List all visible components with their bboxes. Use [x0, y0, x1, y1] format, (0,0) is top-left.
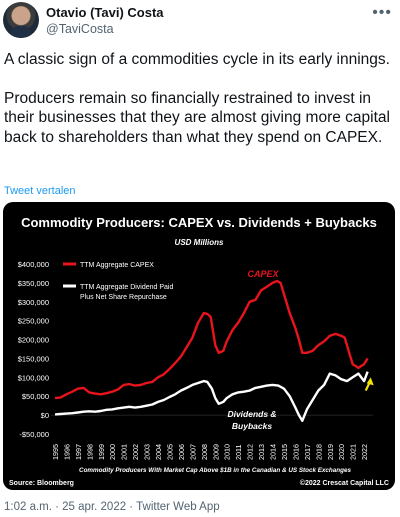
x-tick-label: 1999	[97, 444, 106, 460]
chart-source: Source: Bloomberg	[9, 480, 74, 487]
x-tick-label: 2020	[337, 444, 346, 460]
x-tick-label: 2010	[223, 444, 232, 460]
x-tick-label: 2000	[108, 444, 117, 460]
chart: Commodity Producers: CAPEX vs. Dividends…	[9, 215, 389, 487]
x-tick-label: 1998	[85, 444, 94, 460]
x-tick-label: 2013	[257, 444, 266, 460]
x-tick-label: 2022	[360, 444, 369, 460]
y-tick-label: $300,000	[18, 298, 49, 307]
chart-subtitle: USD Millions	[175, 238, 224, 247]
x-tick-label: 1997	[74, 444, 83, 460]
chart-copyright: ©2022 Crescat Capital LLC	[300, 479, 389, 487]
y-tick-label: $250,000	[18, 317, 49, 326]
y-tick-label: $150,000	[18, 354, 49, 363]
x-tick-label: 2016	[291, 444, 300, 460]
x-axis: 1995 1996 1997 1998 1999 2000 2001 2002 2003 2004…	[51, 444, 369, 460]
legend-capex-label: TTM Aggregate CAPEX	[80, 262, 154, 269]
x-tick-label: 2006	[177, 444, 186, 460]
x-tick-label: 2009	[211, 444, 220, 460]
tweet-paragraph-1: A classic sign of a commodities cycle in…	[4, 51, 390, 68]
legend: TTM Aggregate CAPEX TTM Aggregate Divide…	[63, 262, 173, 301]
translate-tweet-link[interactable]: Tweet vertalen	[4, 185, 76, 197]
x-tick-label: 1995	[51, 444, 60, 460]
more-options-icon[interactable]: •••	[372, 4, 392, 21]
x-tick-label: 2019	[326, 444, 335, 460]
author-handle[interactable]: @TaviCosta	[46, 22, 114, 36]
x-tick-label: 2005	[165, 444, 174, 460]
tweet-media-chart[interactable]: Commodity Producers: CAPEX vs. Dividends…	[3, 202, 395, 490]
y-tick-label: $50,000	[22, 392, 49, 401]
y-axis: -$50,000 $0 $50,000 $100,000 $150,000 $200,00…	[18, 260, 49, 439]
x-tick-label: 1996	[62, 444, 71, 460]
chart-footnote: Commodity Producers With Market Cap Abov…	[79, 467, 351, 474]
x-tick-label: 2011	[234, 445, 243, 460]
x-tick-label: 2003	[143, 444, 152, 460]
series-group	[54, 279, 369, 422]
dividends-annotation-line2: Buybacks	[232, 421, 272, 431]
capex-annotation: CAPEX	[247, 269, 279, 279]
yellow-arrow-icon	[364, 377, 374, 392]
y-tick-label: $0	[41, 411, 49, 420]
y-tick-label: $400,000	[18, 260, 49, 269]
y-tick-label: $100,000	[18, 373, 49, 382]
tweet-paragraph-2: Producers remain so financially restrain…	[4, 89, 390, 146]
y-tick-label: $350,000	[18, 279, 49, 288]
x-tick-label: 2001	[120, 444, 129, 460]
x-tick-label: 2012	[246, 444, 255, 460]
legend-dividends-label-line2: Plus Net Share Repurchase	[80, 294, 167, 301]
arrow-head	[366, 377, 374, 386]
dividends-annotation-line1: Dividends &	[227, 409, 276, 419]
y-tick-label: -$50,000	[19, 430, 49, 439]
legend-dividends-label-line1: TTM Aggregate Dividend Paid	[80, 284, 173, 291]
x-tick-label: 2017	[303, 444, 312, 460]
x-tick-label: 2018	[314, 444, 323, 460]
avatar[interactable]	[3, 2, 39, 38]
x-tick-label: 2008	[200, 444, 209, 460]
capex-line	[54, 279, 369, 400]
tweet-text: A classic sign of a commodities cycle in…	[4, 50, 396, 166]
tweet-timestamp[interactable]: 1:02 a.m. · 25 apr. 2022 · Twitter Web A…	[4, 501, 220, 513]
x-tick-label: 2007	[188, 444, 197, 460]
x-tick-label: 2014	[269, 444, 278, 460]
x-tick-label: 2004	[154, 444, 163, 460]
chart-title: Commodity Producers: CAPEX vs. Dividends…	[21, 215, 377, 230]
x-tick-label: 2015	[280, 444, 289, 460]
y-tick-label: $200,000	[18, 336, 49, 345]
tweet-header: Otavio (Tavi) Costa @TaviCosta •••	[0, 0, 400, 44]
dividends-buybacks-line	[54, 371, 369, 422]
x-tick-label: 2002	[131, 444, 140, 460]
author-name[interactable]: Otavio (Tavi) Costa	[46, 5, 164, 20]
x-tick-label: 2021	[349, 444, 358, 460]
